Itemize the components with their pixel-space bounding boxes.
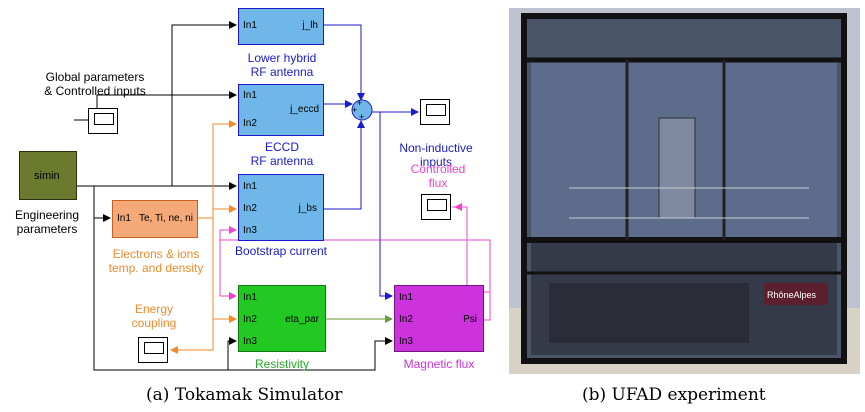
eccd-block: In1 In2 j_eccd [238,84,324,136]
electrons-title: Electrons & ions temp. and density [108,247,204,275]
resistivity-in3: In3 [243,336,257,347]
bootstrap-in3: In3 [243,225,257,236]
bootstrap-in1: In1 [243,181,257,192]
lower-hybrid-in1: In1 [243,20,257,31]
global-params-scope [88,108,118,134]
energy-coupling-scope [138,337,168,363]
non-inductive-scope [420,99,450,125]
svg-text:+: + [352,105,357,115]
caption-a: (a) Tokamak Simulator [146,385,343,405]
global-params-label: Global parameters & Controlled inputs [44,70,146,98]
controlled-flux-scope [421,194,451,220]
electrons-in1: In1 [117,213,131,224]
svg-text:+: + [357,98,362,108]
eccd-in1: In1 [243,90,257,101]
electrons-block: In1 Te, Ti, ne, ni [112,200,198,238]
sum-node [351,99,373,121]
resistivity-title: Resistivity [254,357,309,371]
magnetic-in1: In1 [399,292,413,303]
resistivity-in2: In2 [243,314,257,325]
simin-block: simin [19,151,77,200]
current-wires [324,24,419,300]
lower-hybrid-title: Lower hybrid RF antenna [247,51,317,79]
electrons-out: Te, Ti, ne, ni [139,213,193,224]
controlled-flux-label: Controlled flux [410,162,466,190]
tank-drawing: RhôneAlpes [509,8,860,374]
electron-wires [170,120,237,354]
bootstrap-block: In1 In2 In3 j_bs [238,174,324,241]
resistivity-block: In1 In2 In3 eta_par [238,285,326,352]
bootstrap-out: j_bs [298,203,317,214]
magnetic-in3: In3 [399,336,413,347]
simin-wires [74,21,393,371]
bootstrap-title: Bootstrap current [234,244,328,258]
eccd-title: ECCD RF antenna [250,140,314,168]
resistivity-out: eta_par [285,314,319,325]
lower-hybrid-block: In1 j_lh [238,8,324,45]
lower-hybrid-out: j_lh [302,20,318,31]
magnetic-out: Psi [463,314,477,325]
simin-label: simin [34,170,60,182]
non-inductive-label: Non-inductive inputs [399,141,473,169]
engineering-label: Engineering parameters [14,208,80,236]
bootstrap-in2: In2 [243,203,257,214]
magnetic-flux-block: In1 In2 In3 Psi [394,285,484,352]
resistivity-in1: In1 [243,292,257,303]
eccd-in2: In2 [243,118,257,129]
svg-text:+: + [359,112,364,122]
caption-b: (b) UFAD experiment [582,385,766,405]
magnetic-in2: In2 [399,314,413,325]
logo-text: RhôneAlpes [767,290,817,300]
energy-coupling-label: Energy coupling [131,302,177,330]
magnetic-flux-title: Magnetic flux [403,357,475,371]
eccd-out: j_eccd [290,104,319,115]
ufad-photo: RhôneAlpes [509,8,860,374]
